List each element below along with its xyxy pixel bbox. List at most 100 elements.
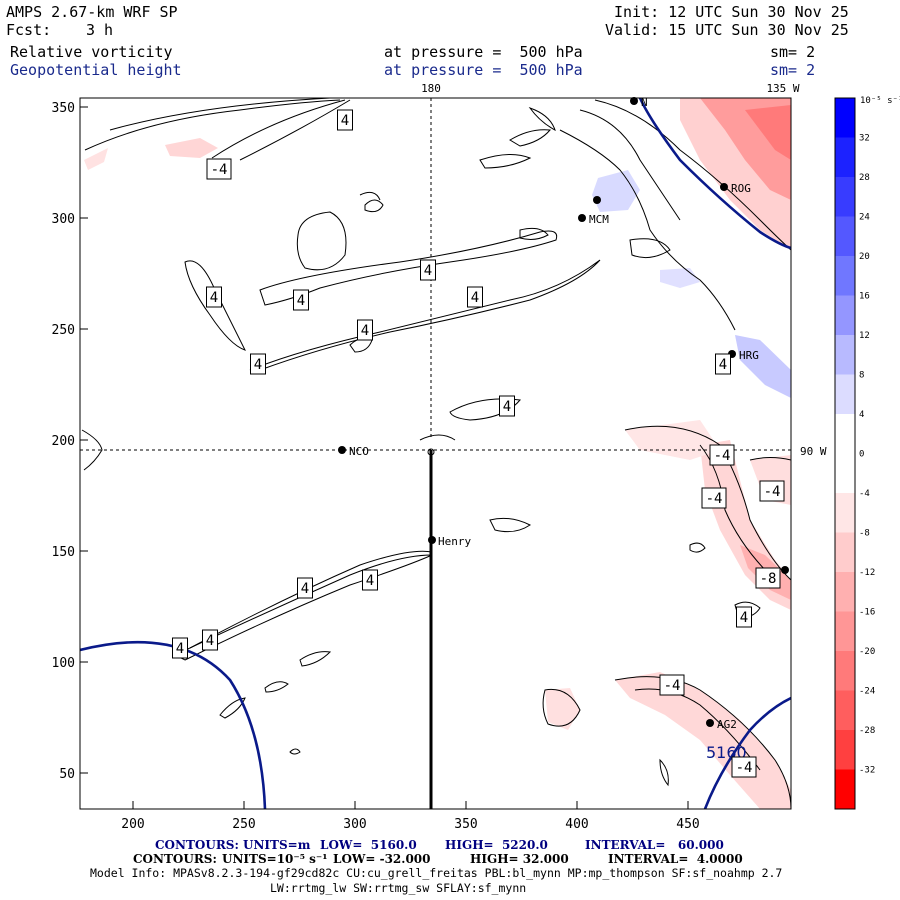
vorticity-label-box [731,756,757,778]
colorbar-frame [834,97,856,810]
axis-ticks [80,106,689,809]
colorbar-swatch [835,98,855,138]
vorticity-label-box [659,674,685,696]
height-contour-sw [80,640,267,809]
vorticity-label: -4 [764,484,781,500]
vorticity-label-box [172,637,188,659]
colorbar-swatch [835,295,855,336]
station-rog-label: ROG [731,182,751,195]
shade-neg-nw2 [84,148,108,170]
shade-neg-east-upper [625,420,720,460]
footer-model-info-2: LW:rrtmg_lw SW:rrtmg_sw SFLAY:sf_mynn [270,881,527,895]
vorticity-label: 4 [206,633,214,649]
colorbar-swatch [835,335,855,375]
station-rog-marker [720,183,728,191]
footer-vort-units: UNITS=10⁻⁵ s⁻¹ [222,852,328,866]
x-tick-label: 300 [343,817,366,832]
vorticity-label: -4 [714,448,731,464]
y-tick-label: 200 [52,434,75,449]
shade-pos-hrg [735,335,791,398]
vorticity-label: 4 [361,323,369,339]
footer-height-low: LOW= 5160.0 [320,838,417,852]
colorbar-swatch [835,769,855,810]
vorticity-label: 4 [366,573,374,589]
vorticity-label-box [202,629,218,651]
vorticity-label-box [499,395,515,417]
y-tick-label: 50 [59,767,75,782]
colorbar-swatch [835,453,855,494]
vorticity-label: 4 [210,290,218,306]
vorticity-label: -4 [211,162,228,178]
colorbar-swatch [835,690,855,731]
colorbar-tick-label: -28 [859,726,875,736]
vorticity-label-box [701,487,727,509]
vorticity-label-box [736,606,752,628]
vorticity-label: -8 [760,571,777,587]
shade-neg-nw [165,138,218,158]
colorbar-swatch [835,177,855,217]
footer-vort-high: HIGH= 32.000 [470,852,569,866]
vorticity-label: 4 [254,357,262,373]
model-title: AMPS 2.67-km WRF SP [6,3,178,21]
colorbar-tick-label: -32 [859,766,875,776]
forecast-label: Fcst: [6,21,52,39]
y-tick-label: 350 [52,101,75,116]
vorticity-label: -4 [706,491,723,507]
vorticity-label-box [293,289,309,311]
colorbar-swatch [835,256,855,296]
colorbar-swatch [835,572,855,612]
station-hrg-label: HRG [739,349,759,362]
colorbar-tick-label: -4 [859,489,870,499]
colorbar-unit: 10⁻⁵ s⁻¹ [860,96,900,106]
y-tick-label: 100 [52,656,75,671]
vorticity-label: -4 [664,678,681,694]
station-n-marker [630,97,638,105]
footer-vort-contours: CONTOURS: [133,852,217,866]
station-mcm-label: MCM [589,213,609,226]
vorticity-label: 4 [297,293,305,309]
field2-level: at pressure = 500 hPa [384,61,583,79]
vorticity-label-box [715,353,731,375]
vorticity-label-box [467,286,483,308]
colorbar-tick-label: -12 [859,568,875,578]
vorticity-label: 4 [503,399,511,415]
vorticity-label-box [709,444,735,466]
x-tick-label: 250 [232,817,255,832]
colorbar-swatch [835,730,855,770]
colorbar-tick-label: -8 [859,529,870,539]
lon-label-135w: 135 W [766,82,799,95]
vorticity-label: 4 [301,581,309,597]
station-mcm2-marker [578,214,586,222]
station-nco-label: NCO [349,445,369,458]
field2-smoothing: sm= 2 [770,61,816,79]
vorticity-label-box [357,319,373,341]
colorbar-tick-label: 28 [859,173,870,183]
station-n-label: N [641,96,648,109]
field1-level: at pressure = 500 hPa [384,43,583,61]
colorbar-tick-label: 8 [859,371,864,381]
footer-height-contours: CONTOURS: [155,838,239,852]
vorticity-field [81,98,791,809]
colorbar-tick-label: 12 [859,331,870,341]
colorbar-swatch [835,532,855,573]
vorticity-label: 4 [719,357,727,373]
footer-height-units: UNITS=m [243,838,311,852]
footer-model-info: Model Info: MPASv8.2.3-194-gf29cd82c CU:… [90,866,783,880]
station-ag2-label: AG2 [717,718,737,731]
shade-pos-mcm [592,170,640,212]
colorbar-swatch [835,493,855,533]
vorticity-label: 4 [176,641,184,657]
footer-vort-interval: INTERVAL= 4.0000 [608,852,743,866]
shade-neg-ne-core [745,105,791,160]
colorbar-swatch [835,611,855,652]
vorticity-label: 4 [341,113,349,129]
x-tick-label: 450 [676,817,699,832]
colorbar-swatch [835,414,855,454]
field2-name: Geopotential height [10,61,182,79]
footer-height-interval: INTERVAL= 60.000 [585,838,724,852]
height-contour-se [703,696,791,809]
footer-vort-low: LOW= -32.000 [333,852,431,866]
vorticity-label-box [206,286,222,308]
colorbar-tick-label: 0 [859,450,864,460]
